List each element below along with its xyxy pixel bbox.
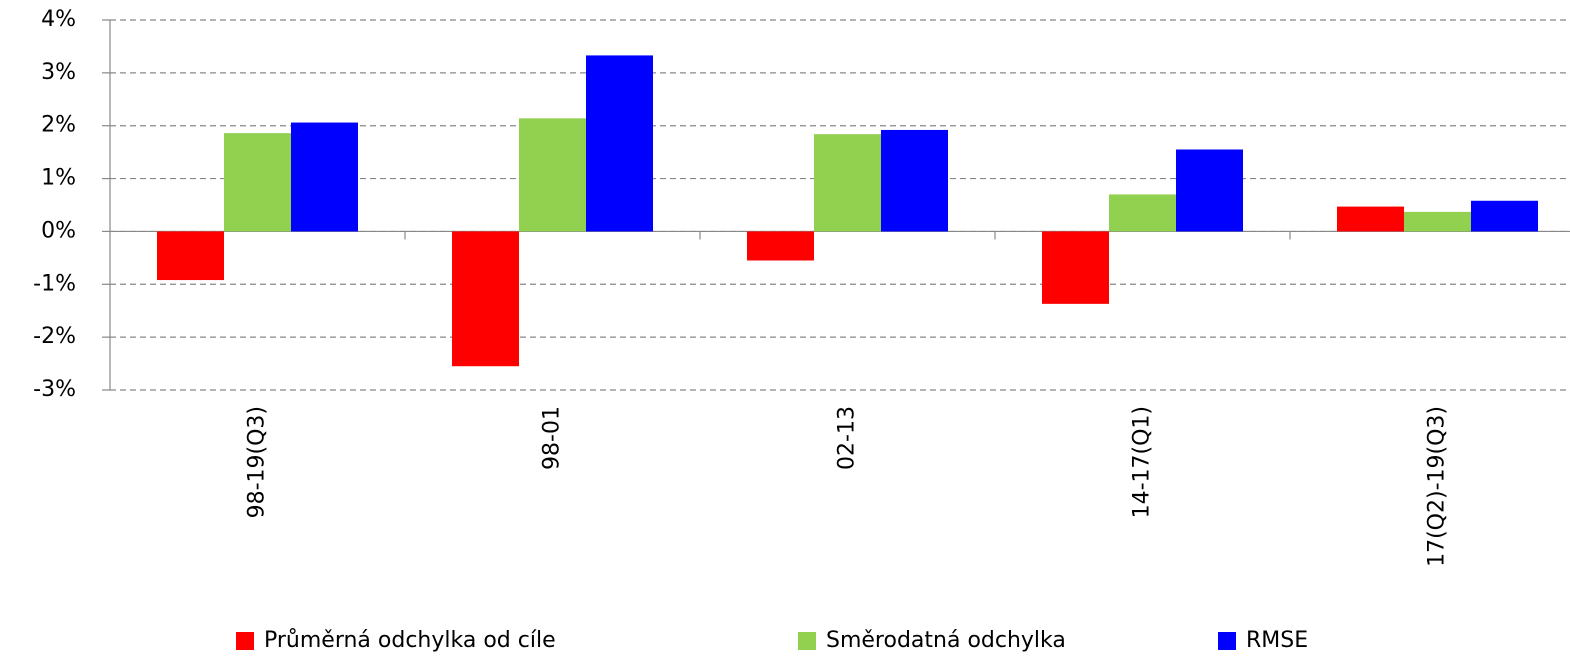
y-tick-label: 1% bbox=[41, 166, 76, 191]
x-tick-label: 02-13 bbox=[835, 406, 860, 470]
bar bbox=[157, 231, 224, 281]
bar bbox=[1042, 231, 1109, 304]
bar bbox=[1109, 194, 1176, 232]
y-tick-label: 2% bbox=[41, 113, 76, 138]
bar bbox=[1471, 200, 1538, 232]
bar bbox=[1337, 206, 1404, 232]
bar bbox=[1176, 149, 1243, 232]
y-tick-label: -3% bbox=[33, 377, 76, 402]
x-tick-label: 14-17(Q1) bbox=[1130, 406, 1155, 518]
x-tick-label: 98-01 bbox=[540, 406, 565, 470]
bar bbox=[586, 55, 653, 232]
bar bbox=[452, 231, 519, 367]
y-tick-label: 0% bbox=[41, 218, 76, 243]
bar bbox=[814, 134, 881, 232]
bar bbox=[1404, 211, 1471, 232]
y-tick-label: -2% bbox=[33, 324, 76, 349]
legend-label: RMSE bbox=[1246, 628, 1308, 653]
x-tick-label: 17(Q2)-19(Q3) bbox=[1425, 406, 1450, 567]
legend-swatch bbox=[1218, 632, 1236, 650]
bar bbox=[747, 231, 814, 261]
legend-swatch bbox=[236, 632, 254, 650]
bar bbox=[224, 133, 291, 232]
bar bbox=[519, 118, 586, 232]
y-tick-label: -1% bbox=[33, 271, 76, 296]
bar bbox=[881, 129, 948, 232]
legend-label: Směrodatná odchylka bbox=[826, 628, 1066, 653]
x-tick-label: 98-19(Q3) bbox=[245, 406, 270, 518]
legend-swatch bbox=[798, 632, 816, 650]
legend-label: Průměrná odchylka od cíle bbox=[264, 628, 556, 653]
y-tick-label: 3% bbox=[41, 60, 76, 85]
y-tick-label: 4% bbox=[41, 7, 76, 32]
bar bbox=[291, 122, 358, 232]
